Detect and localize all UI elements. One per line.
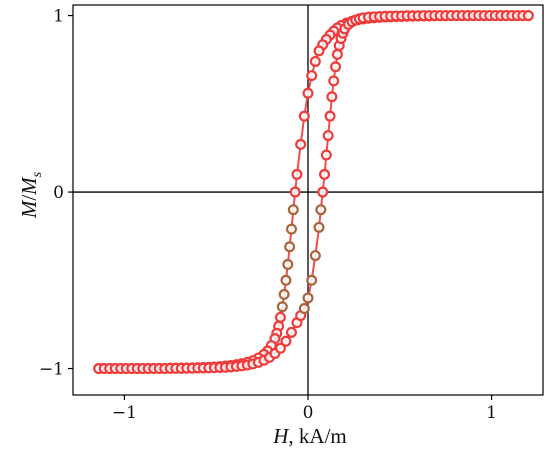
y-tick-label: −1 xyxy=(39,360,64,380)
data-point xyxy=(289,186,301,198)
data-point xyxy=(295,138,307,150)
data-point xyxy=(326,91,338,103)
data-point xyxy=(331,48,343,60)
data-point xyxy=(285,326,297,338)
series-ascending xyxy=(93,10,534,375)
data-point xyxy=(302,292,314,304)
data-point xyxy=(324,110,336,122)
data-point xyxy=(280,335,292,347)
data-point xyxy=(291,168,303,180)
data-point xyxy=(522,10,534,22)
y-axis-slash: / xyxy=(17,195,41,201)
data-point xyxy=(313,45,325,57)
x-tick-label: 0 xyxy=(303,403,314,423)
data-point xyxy=(319,168,331,180)
data-point xyxy=(320,149,332,161)
data-point xyxy=(313,221,325,233)
series-layer xyxy=(93,10,534,375)
data-point xyxy=(276,301,288,313)
data-point xyxy=(274,311,286,323)
data-point xyxy=(309,250,321,262)
data-point xyxy=(330,61,342,73)
y-tick-label: 1 xyxy=(53,7,64,27)
y-axis-symbol-ms: M xyxy=(17,176,41,196)
data-point xyxy=(287,204,299,216)
data-point xyxy=(302,87,314,99)
data-point xyxy=(317,186,329,198)
data-point xyxy=(306,274,318,286)
data-point xyxy=(328,75,340,87)
y-axis-symbol-m: M xyxy=(17,199,41,219)
data-point xyxy=(278,288,290,300)
data-point xyxy=(298,110,310,122)
data-point xyxy=(284,241,296,253)
x-tick-label: −1 xyxy=(112,403,137,423)
data-point xyxy=(280,274,292,286)
data-point xyxy=(309,55,321,67)
data-point xyxy=(306,70,318,82)
x-tick-label: 1 xyxy=(486,403,497,423)
data-point xyxy=(298,303,310,315)
x-axis-title: H, kA/m xyxy=(272,424,347,448)
x-axis-unit: , kA/m xyxy=(288,424,346,448)
zero-lines xyxy=(73,5,543,395)
data-point xyxy=(274,342,286,354)
x-axis-symbol: H xyxy=(272,424,290,448)
data-point xyxy=(285,223,297,235)
data-point xyxy=(282,258,294,270)
data-point xyxy=(315,204,327,216)
y-axis-subscript: s xyxy=(30,171,45,177)
y-axis-title: M/Ms xyxy=(17,171,45,219)
data-point xyxy=(322,130,334,142)
ticks-layer: −1 0 1 −1 0 1 xyxy=(39,7,497,423)
y-tick-label: 0 xyxy=(53,183,64,203)
